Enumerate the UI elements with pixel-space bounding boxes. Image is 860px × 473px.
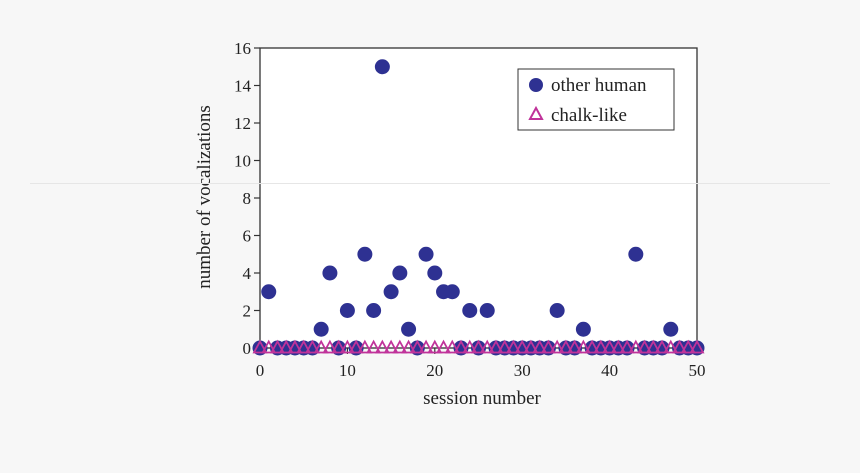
point-chalk-like	[610, 339, 626, 354]
x-tick-label: 10	[339, 361, 356, 380]
point-chalk-like	[313, 339, 329, 354]
point-chalk-like	[392, 339, 408, 354]
point-other-human	[549, 303, 565, 318]
point-other-human	[628, 246, 644, 262]
x-tick-label: 0	[256, 361, 265, 380]
point-chalk-like	[680, 339, 696, 354]
y-tick-label: 14	[234, 77, 252, 96]
point-other-human	[261, 284, 277, 300]
y-tick-label: 12	[234, 114, 251, 133]
point-chalk-like	[672, 339, 688, 354]
point-chalk-like	[619, 339, 635, 354]
point-other-human	[663, 321, 679, 337]
background-divider	[30, 183, 830, 184]
point-chalk-like	[436, 339, 452, 354]
point-chalk-like	[418, 339, 434, 354]
point-other-human	[575, 321, 591, 337]
y-tick-label: 16	[234, 39, 251, 58]
point-chalk-like	[505, 339, 521, 354]
point-chalk-like	[427, 339, 443, 354]
point-chalk-like	[479, 339, 495, 354]
point-chalk-like	[654, 339, 670, 354]
point-chalk-like	[304, 339, 320, 354]
point-chalk-like	[331, 339, 347, 354]
y-axis: 0 2 4 6 8 10 12 14 16	[234, 39, 260, 358]
point-other-human	[392, 265, 408, 281]
point-chalk-like	[383, 339, 399, 354]
point-other-human	[339, 303, 355, 318]
point-chalk-like	[575, 339, 591, 354]
x-tick-label: 20	[426, 361, 443, 380]
point-chalk-like	[252, 339, 268, 354]
legend-marker-chalk-like	[528, 105, 544, 120]
data-points	[252, 59, 705, 356]
legend-label-chalk-like: chalk-like	[551, 105, 627, 126]
point-chalk-like	[549, 339, 565, 354]
point-other-human	[313, 321, 329, 337]
x-tick-label: 30	[514, 361, 531, 380]
point-other-human	[427, 265, 443, 281]
point-chalk-like	[567, 339, 583, 354]
point-chalk-like	[261, 339, 277, 354]
y-tick-label: 10	[234, 152, 251, 171]
point-chalk-like	[637, 339, 653, 354]
point-chalk-like	[497, 339, 513, 354]
legend-label-other-human: other human	[551, 75, 647, 96]
y-tick-label: 0	[243, 339, 252, 358]
point-chalk-like	[296, 339, 312, 354]
x-axis-title: session number	[423, 388, 541, 409]
point-chalk-like	[532, 339, 548, 354]
point-chalk-like	[514, 339, 530, 354]
y-tick-label: 8	[243, 189, 252, 208]
y-axis-title: number of vocalizations	[194, 105, 215, 289]
point-other-human	[444, 284, 460, 300]
point-chalk-like	[357, 339, 373, 354]
point-chalk-like	[269, 339, 285, 354]
point-chalk-like	[374, 339, 390, 354]
legend: other human chalk-like	[517, 68, 675, 131]
point-chalk-like	[689, 339, 705, 354]
x-tick-label: 40	[601, 361, 618, 380]
point-chalk-like	[523, 339, 539, 354]
point-other-human	[366, 303, 382, 318]
point-chalk-like	[558, 339, 574, 354]
point-chalk-like	[628, 339, 644, 354]
point-chalk-like	[409, 339, 425, 354]
point-chalk-like	[663, 339, 679, 354]
point-chalk-like	[366, 339, 382, 354]
point-chalk-like	[444, 339, 460, 354]
y-tick-label: 6	[243, 227, 252, 246]
point-other-human	[479, 303, 495, 318]
point-other-human	[357, 246, 373, 262]
y-tick-label: 4	[243, 264, 252, 283]
point-chalk-like	[322, 339, 338, 354]
point-other-human	[383, 284, 399, 300]
point-chalk-like	[488, 339, 504, 354]
point-chalk-like	[540, 339, 556, 354]
point-other-human	[401, 321, 417, 337]
point-chalk-like	[602, 339, 618, 354]
point-chalk-like	[584, 339, 600, 354]
y-tick-label: 2	[243, 302, 252, 321]
point-chalk-like	[287, 339, 303, 354]
point-other-human	[374, 59, 390, 75]
legend-marker-other-human	[529, 78, 543, 92]
point-chalk-like	[593, 339, 609, 354]
point-chalk-like	[470, 339, 487, 354]
point-chalk-like	[462, 339, 478, 354]
point-other-human	[418, 246, 434, 262]
point-chalk-like	[401, 339, 417, 354]
point-chalk-like	[339, 339, 355, 354]
legend-box	[517, 68, 675, 131]
point-chalk-like	[645, 339, 661, 354]
point-chalk-like	[453, 339, 469, 354]
x-tick-label: 50	[689, 361, 706, 380]
point-other-human	[322, 265, 338, 281]
point-chalk-like	[278, 339, 294, 354]
point-other-human	[462, 303, 478, 318]
point-chalk-like	[348, 339, 364, 354]
